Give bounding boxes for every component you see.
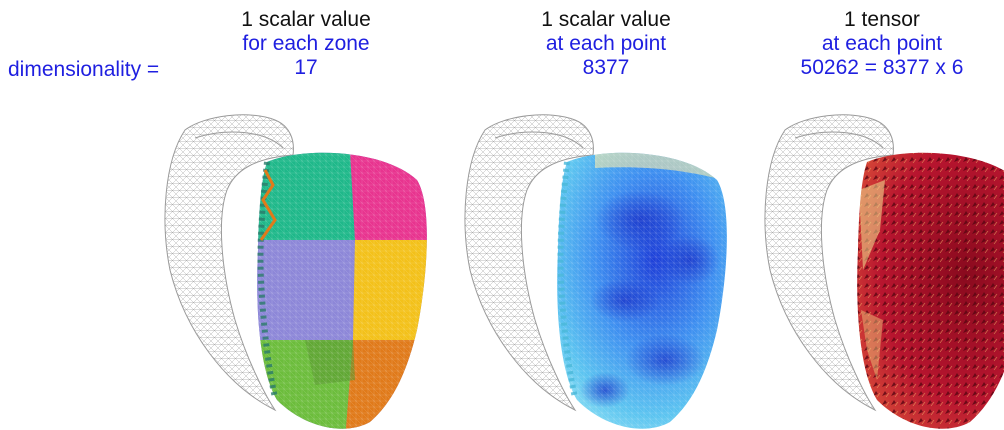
column-header-zones: 1 scalar value for each zone 17: [186, 8, 426, 80]
header-line2: at each point: [545, 32, 667, 55]
column-header-points: 1 scalar value at each point 8377: [486, 8, 726, 80]
outer-mesh: [164, 114, 294, 412]
header-line1: 1 scalar value: [241, 8, 371, 31]
header-line1: 1 tensor: [844, 8, 920, 31]
tensor-glyph-field: [857, 152, 1004, 429]
header-dimension-value: 50262 = 8377 x 6: [800, 56, 964, 79]
heart-zones-render: [164, 114, 427, 429]
outer-mesh: [764, 114, 894, 412]
header-line2: at each point: [821, 32, 943, 55]
heart-tensor-render: [764, 114, 1004, 429]
header-dimension-value: 17: [294, 56, 318, 79]
scalar-field: [557, 152, 727, 429]
header-line1: 1 scalar value: [541, 8, 671, 31]
header-dimension-value: 8377: [582, 56, 630, 79]
column-header-tensor: 1 tensor at each point 50262 = 8377 x 6: [762, 8, 1002, 80]
dimensionality-label: dimensionality =: [8, 58, 160, 81]
outer-mesh: [464, 114, 594, 412]
header-line2: for each zone: [242, 32, 370, 55]
heart-scalar-field-render: [464, 114, 727, 429]
